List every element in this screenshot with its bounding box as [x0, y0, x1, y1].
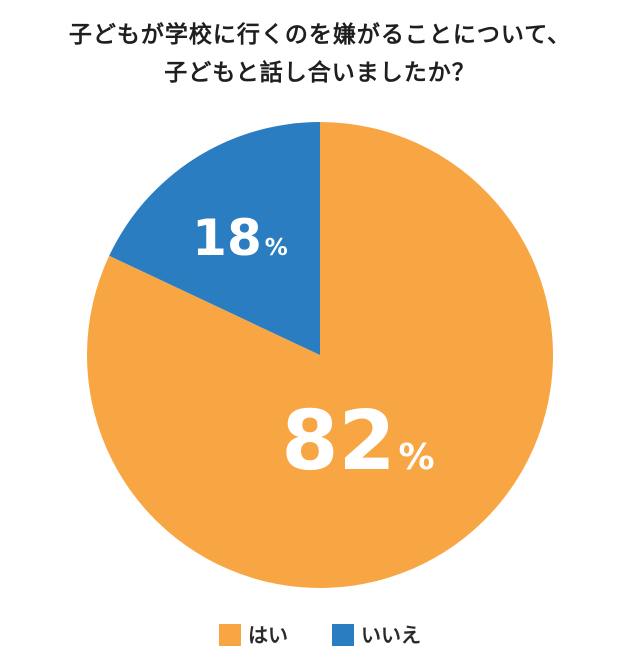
pie-label-unit: % — [265, 235, 288, 261]
legend-item-yes: はい — [219, 624, 288, 646]
pie-label-value: 82 — [281, 394, 395, 489]
legend-label-no: いいえ — [361, 623, 421, 647]
pie-label-value: 18 — [192, 209, 262, 267]
legend-swatch-yes — [219, 624, 241, 646]
chart-title-line-2: 子どもと話し合いましたか？ — [164, 60, 476, 86]
legend-item-no: いいえ — [332, 624, 421, 646]
pie-label-no: 18% — [192, 209, 288, 267]
chart-legend: はい いいえ — [0, 624, 640, 646]
chart-title: 子どもが学校に行くのを嫌がることについて、 子どもと話し合いましたか？ — [0, 16, 640, 92]
chart-title-line-1: 子どもが学校に行くのを嫌がることについて、 — [68, 22, 572, 48]
legend-label-yes: はい — [248, 623, 288, 647]
pie-label-unit: % — [399, 437, 435, 478]
legend-swatch-no — [332, 624, 354, 646]
pie-slice-yes — [87, 121, 554, 588]
pie-label-yes: 82% — [281, 394, 434, 489]
pie-slice-no — [109, 122, 321, 355]
